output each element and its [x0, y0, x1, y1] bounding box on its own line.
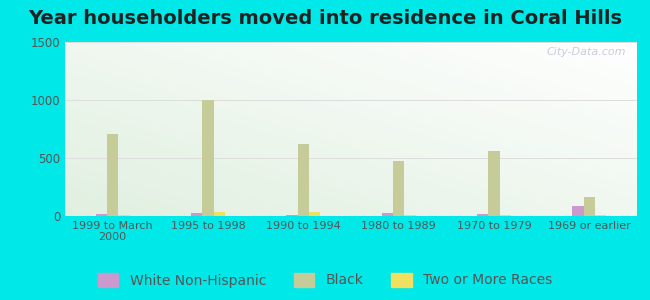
Bar [191, 213, 202, 216]
Bar [393, 161, 404, 216]
Bar [107, 134, 118, 216]
Bar [595, 215, 606, 216]
Bar [382, 213, 393, 216]
Bar [572, 206, 584, 216]
Bar [584, 197, 595, 216]
Text: City-Data.com: City-Data.com [546, 47, 625, 57]
Bar [202, 100, 214, 216]
Bar [309, 212, 320, 216]
Bar [214, 212, 225, 216]
Bar [298, 144, 309, 216]
Bar [286, 215, 298, 216]
Bar [477, 214, 488, 216]
Bar [118, 215, 130, 216]
Bar [500, 215, 511, 216]
Bar [404, 215, 416, 216]
Bar [488, 151, 500, 216]
Bar [96, 214, 107, 216]
Text: Year householders moved into residence in Coral Hills: Year householders moved into residence i… [28, 9, 622, 28]
Legend: White Non-Hispanic, Black, Two or More Races: White Non-Hispanic, Black, Two or More R… [92, 267, 558, 293]
